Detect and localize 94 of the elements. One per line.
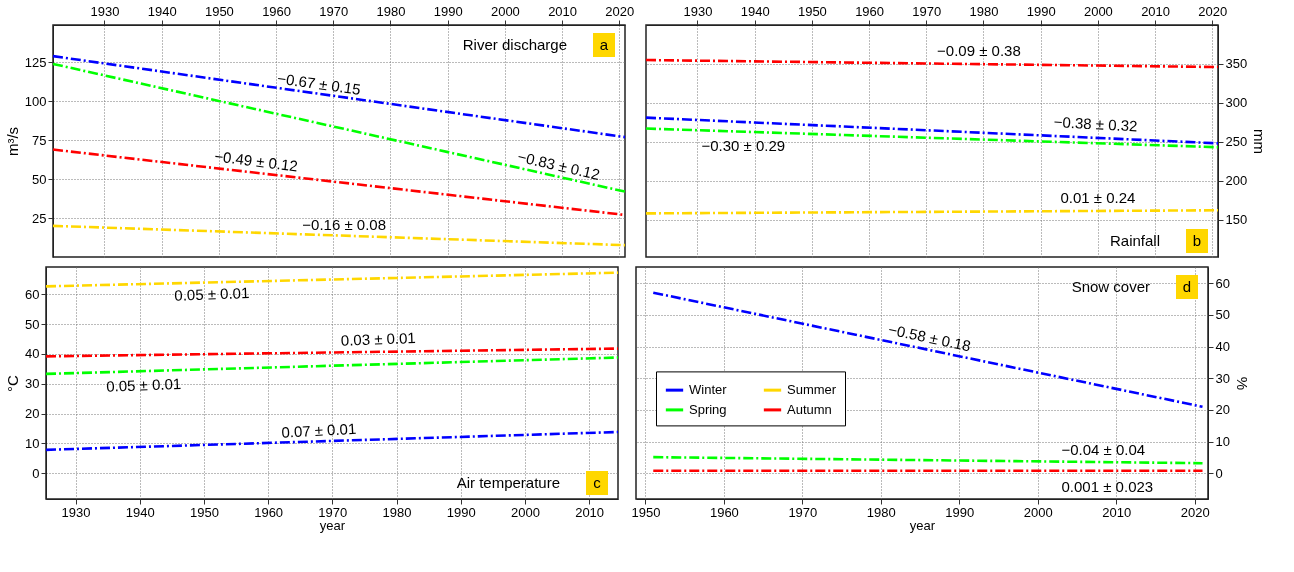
x-tick-label: 1990	[433, 3, 463, 19]
y2-tick-label: 10	[1215, 434, 1230, 450]
annotation: 0.07 ± 0.01	[280, 419, 357, 441]
x-tick-label: 1990	[1026, 3, 1056, 19]
y-tick-label: 75	[32, 132, 47, 148]
annotation: 0.001 ± 0.023	[1061, 477, 1154, 495]
y-tick-label: 50	[25, 316, 40, 332]
x-tick-label: 1950	[189, 504, 219, 520]
x-tick-label: 1940	[147, 3, 177, 19]
y2-tick-label: 350	[1225, 56, 1248, 72]
annotation: −0.83 ± 0.12	[516, 147, 602, 184]
legend-label: Summer	[787, 382, 837, 398]
y-tick-label: 10	[25, 435, 40, 451]
legend-label: Spring	[689, 401, 727, 417]
y-tick-label: 0	[32, 465, 40, 481]
x-tick-label: 2010	[575, 504, 605, 520]
x-tick-label: 1970	[319, 3, 349, 19]
x-tick-label: 2010	[1141, 3, 1171, 19]
annotation: 0.05 ± 0.01	[174, 284, 250, 304]
x-tick-label: 1960	[254, 504, 284, 520]
y2-tick-label: 50	[1215, 307, 1230, 323]
y2-tick-label: 0	[1215, 465, 1223, 481]
x-tick-label: 1990	[446, 504, 476, 520]
y-tick-label: 30	[25, 376, 40, 392]
annotation: 0.01 ± 0.24	[1060, 188, 1136, 206]
annotation: −0.30 ± 0.29	[701, 137, 786, 155]
x-tick-label: 1960	[709, 504, 739, 520]
annotation: b	[1192, 232, 1202, 249]
x-tick-label: 2000	[510, 504, 540, 520]
x-tick-label: 2010	[548, 3, 578, 19]
x-tick-label: 1960	[855, 3, 885, 19]
text: Rainfall	[1109, 232, 1160, 249]
y2-axis-title: %	[1233, 376, 1251, 391]
legend-label: Winter	[689, 382, 728, 398]
y-axis-title: °C	[4, 374, 22, 392]
annotation: c	[593, 474, 602, 491]
annotation: −0.67 ± 0.15	[276, 69, 362, 98]
x-tick-label: 1950	[204, 3, 234, 19]
annotation: −0.49 ± 0.12	[213, 147, 299, 175]
y-tick-label: 40	[25, 346, 40, 362]
x-tick-label: 1980	[382, 504, 412, 520]
text: River discharge	[462, 36, 567, 53]
x-tick-label: 1930	[683, 3, 713, 19]
x-tick-label: 1940	[125, 504, 155, 520]
y-tick-label: 125	[24, 54, 47, 70]
annotation: −0.16 ± 0.08	[302, 216, 387, 234]
y2-tick-label: 250	[1225, 134, 1248, 150]
x-tick-label: 1950	[631, 504, 661, 520]
x-tick-label: 1990	[945, 504, 975, 520]
y2-tick-label: 40	[1215, 339, 1230, 355]
y-tick-label: 20	[25, 406, 40, 422]
y2-axis-title: mm	[1251, 129, 1269, 154]
x-axis-title: year	[909, 517, 936, 533]
x-tick-label: 1970	[788, 504, 818, 520]
text: Snow cover	[1071, 278, 1150, 295]
x-tick-label: 2020	[605, 3, 635, 19]
x-tick-label: 2000	[1083, 3, 1113, 19]
legend-label: Autumn	[787, 401, 832, 417]
y2-tick-label: 30	[1215, 370, 1230, 386]
x-tick-label: 1960	[262, 3, 292, 19]
y2-tick-label: 20	[1215, 402, 1230, 418]
x-tick-label: 2020	[1180, 504, 1210, 520]
y2-tick-label: 200	[1225, 173, 1248, 189]
x-tick-label: 1970	[912, 3, 942, 19]
x-tick-label: 2010	[1102, 504, 1132, 520]
annotation: a	[599, 36, 609, 53]
x-tick-label: 2000	[1023, 504, 1053, 520]
text: Air temperature	[456, 474, 560, 491]
y-tick-label: 100	[24, 93, 47, 109]
annotation: 0.05 ± 0.01	[106, 375, 182, 395]
x-tick-label: 2020	[1198, 3, 1228, 19]
x-tick-label: 1980	[969, 3, 999, 19]
y-tick-label: 60	[25, 286, 40, 302]
x-tick-label: 1930	[90, 3, 120, 19]
annotation: −0.09 ± 0.38	[937, 41, 1021, 59]
annotation: 0.03 ± 0.01	[340, 329, 417, 349]
y-tick-label: 50	[32, 171, 47, 187]
x-tick-label: 1950	[797, 3, 827, 19]
y2-tick-label: 300	[1225, 95, 1248, 111]
x-tick-label: 1940	[740, 3, 770, 19]
x-axis-title: year	[319, 517, 346, 533]
annotation: −0.04 ± 0.04	[1061, 441, 1146, 459]
annotation: d	[1182, 278, 1192, 295]
x-tick-label: 1970	[318, 504, 348, 520]
annotation: −0.38 ± 0.32	[1053, 113, 1138, 135]
x-tick-label: 1930	[61, 504, 91, 520]
y2-tick-label: 150	[1225, 212, 1248, 228]
y-tick-label: 25	[32, 210, 47, 226]
x-tick-label: 1980	[866, 504, 896, 520]
y2-tick-label: 60	[1215, 275, 1230, 291]
x-tick-label: 2000	[490, 3, 520, 19]
y-axis-title: m³/s	[3, 126, 21, 157]
x-tick-label: 1980	[376, 3, 406, 19]
annotation: −0.58 ± 0.18	[886, 320, 973, 355]
